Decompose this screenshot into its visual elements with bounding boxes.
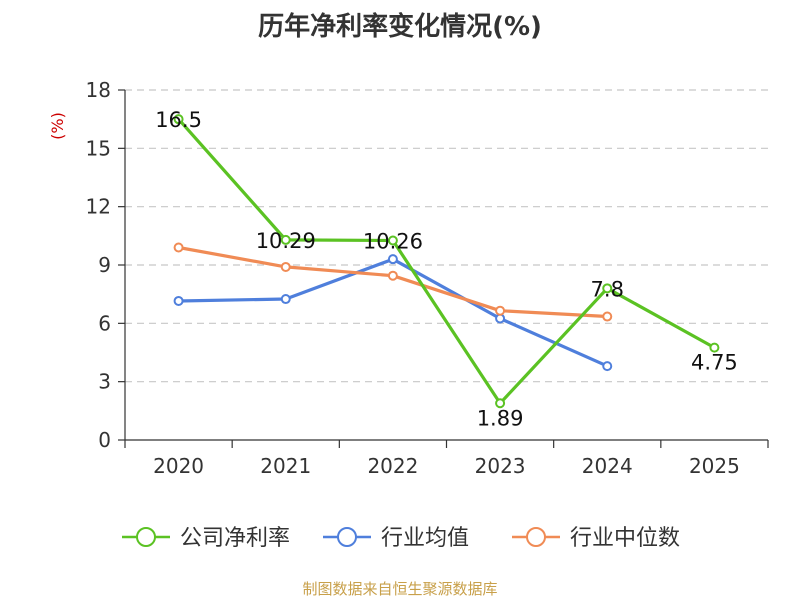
- axes: 0 3 6 9 12 15 18 2020 2021 2022 2023 2024 2025 (%): [48, 78, 769, 478]
- legend: 公司净利率 行业均值 行业中位数: [122, 526, 680, 551]
- legend-marker-swatch: [526, 527, 546, 547]
- data-point: [173, 114, 184, 125]
- data-label: 7.8: [591, 277, 624, 301]
- y-axis-unit-label: (%): [48, 112, 67, 140]
- x-tick-label: 2020: [153, 454, 204, 478]
- data-point: [280, 261, 291, 272]
- chart-title: 历年净利率变化情况(%): [258, 12, 542, 42]
- x-tick-label: 2025: [689, 454, 740, 478]
- x-tick-label: 2022: [367, 454, 418, 478]
- legend-entry-label: 行业中位数: [570, 526, 680, 551]
- grid-lines: [125, 89, 768, 383]
- data-point: [709, 342, 720, 353]
- data-label: 16.5: [155, 108, 202, 132]
- y-tick-label: 3: [98, 370, 111, 394]
- data-point: [495, 305, 506, 316]
- data-point: [602, 311, 613, 322]
- data-label: 10.26: [363, 230, 423, 254]
- data-point: [173, 295, 184, 306]
- y-tick-label: 12: [86, 195, 111, 219]
- y-tick-label: 0: [98, 428, 111, 452]
- data-label: 4.75: [691, 351, 738, 375]
- legend-marker-swatch: [136, 527, 156, 547]
- y-tick-label: 18: [86, 78, 111, 102]
- series-line: [177, 118, 716, 405]
- data-point: [602, 283, 613, 294]
- legend-entry-label: 公司净利率: [180, 526, 290, 551]
- data-label: 1.89: [477, 406, 524, 430]
- x-tick-label: 2021: [260, 454, 311, 478]
- legend-marker-swatch: [337, 527, 357, 547]
- legend-entry-label: 行业均值: [381, 526, 469, 551]
- source-note: 制图数据来自恒生聚源数据库: [302, 580, 498, 598]
- data-point: [387, 254, 398, 265]
- data-point: [280, 234, 291, 245]
- data-point: [280, 294, 291, 305]
- data-labels: 16.5 10.29 10.26 1.89 7.8 4.75: [155, 108, 738, 430]
- data-point: [387, 235, 398, 246]
- data-label: 10.29: [256, 229, 316, 253]
- y-tick-label: 6: [98, 311, 111, 335]
- y-tick-label: 9: [98, 253, 111, 277]
- data-point: [387, 270, 398, 281]
- series-lines: [173, 114, 720, 409]
- data-point: [602, 361, 613, 372]
- x-tick-label: 2023: [475, 454, 526, 478]
- data-point: [495, 398, 506, 409]
- y-tick-label: 15: [86, 136, 111, 160]
- x-tick-label: 2024: [582, 454, 633, 478]
- data-point: [173, 242, 184, 253]
